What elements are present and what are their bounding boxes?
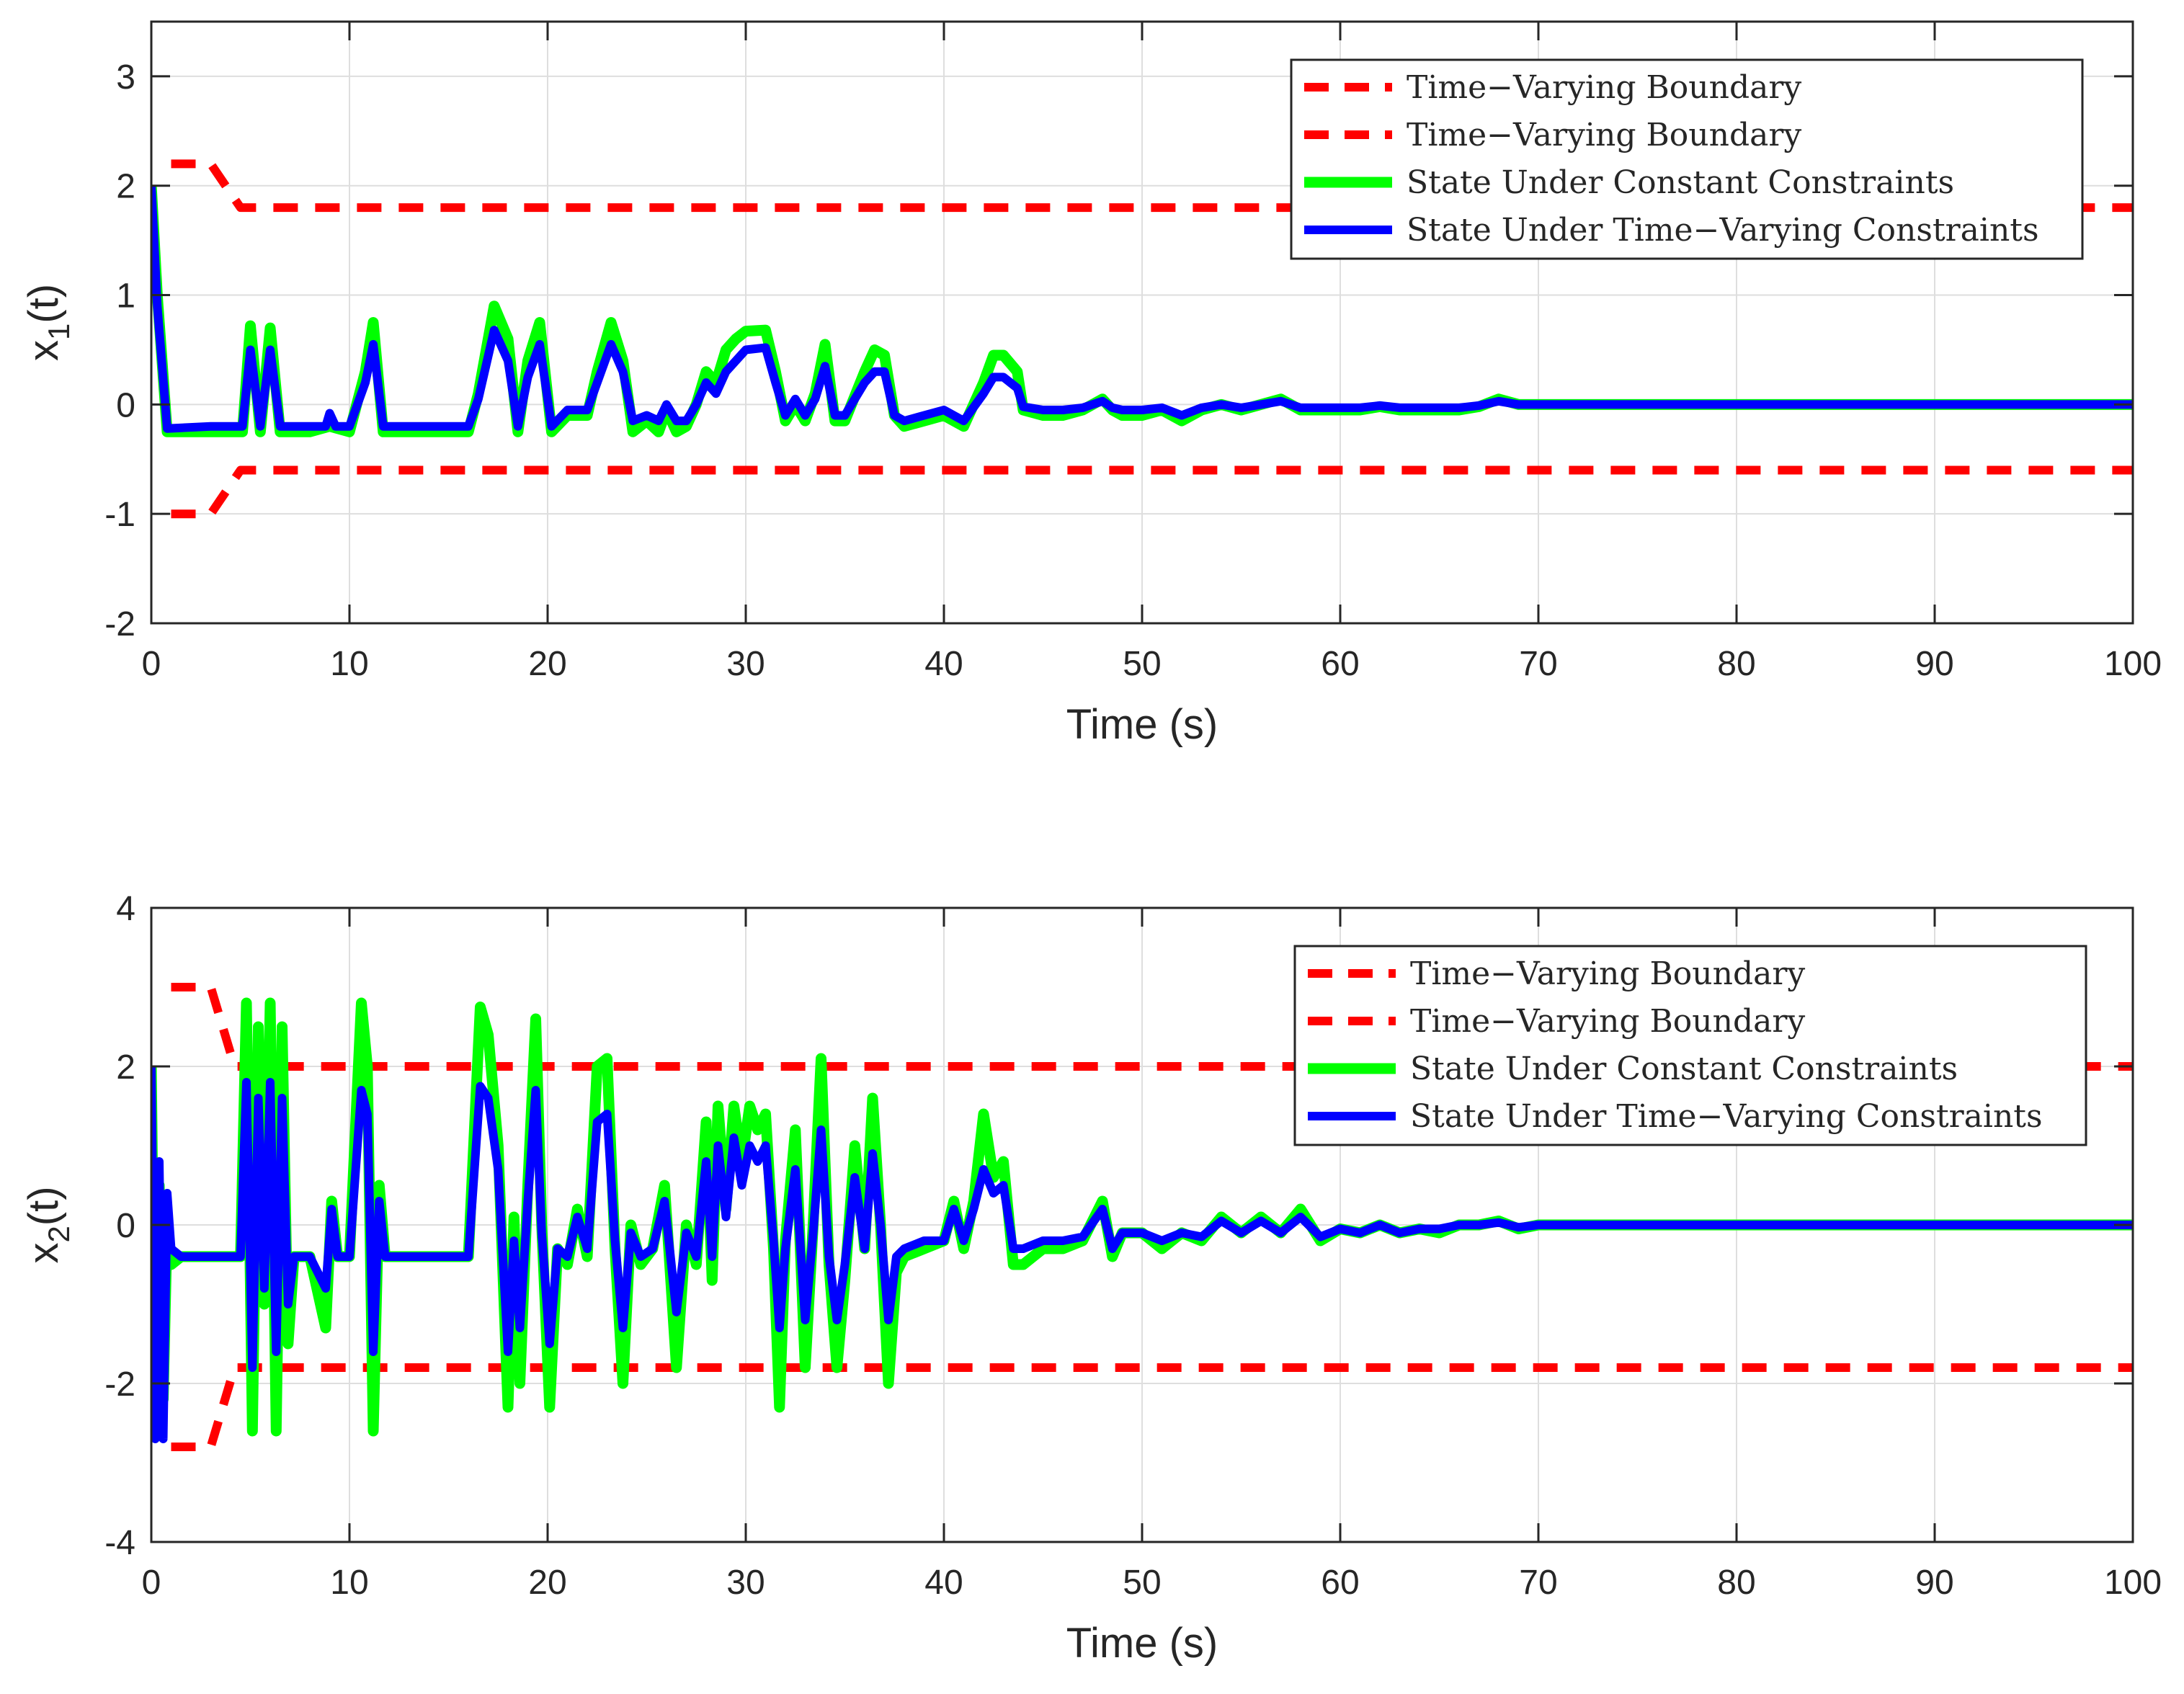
x-tick-label: 10 xyxy=(330,1564,368,1602)
x-tick-label: 30 xyxy=(726,645,765,683)
y-tick-label: 4 xyxy=(116,890,135,928)
legend-label-4: State Under Time−Varying Constraints xyxy=(1407,212,2039,249)
x-tick-label: 70 xyxy=(1519,645,1557,683)
x-tick-label: 90 xyxy=(1915,1564,1953,1602)
x-tick-label: 10 xyxy=(330,645,368,683)
legend-label-2: Time−Varying Boundary xyxy=(1407,117,1801,153)
legend-label-1: Time−Varying Boundary xyxy=(1407,69,1801,106)
y-tick-label: 3 xyxy=(116,58,135,97)
y-tick-label: -1 xyxy=(104,496,135,534)
x-axis-label: Time (s) xyxy=(1066,1620,1218,1667)
x-tick-label: 80 xyxy=(1717,1564,1755,1602)
y-axis-label: x1(t) xyxy=(20,284,76,361)
series-line-2 xyxy=(171,465,2133,519)
legend-label-3: State Under Constant Constraints xyxy=(1407,164,1954,201)
y-tick-label: 1 xyxy=(116,277,135,316)
x-tick-label: 50 xyxy=(1123,1564,1161,1602)
x-tick-label: 100 xyxy=(2104,1564,2162,1602)
series-line-1 xyxy=(171,983,2133,1071)
x-tick-label: 90 xyxy=(1915,645,1953,683)
y-tick-label: 2 xyxy=(116,1048,135,1087)
y-tick-label: 0 xyxy=(116,386,135,424)
y-tick-label: 2 xyxy=(116,168,135,206)
x-tick-label: 60 xyxy=(1321,1564,1359,1602)
legend-label-2: Time−Varying Boundary xyxy=(1410,1003,1805,1040)
series-line-4 xyxy=(151,185,2133,433)
x-tick-label: 20 xyxy=(528,1564,566,1602)
x-tick-label: 0 xyxy=(142,645,161,683)
legend-label-3: State Under Constant Constraints xyxy=(1410,1051,1958,1087)
y-axis-label-subscript: 1 xyxy=(42,324,76,340)
legend: Time−Varying Boundary Time−Varying Bounda… xyxy=(1290,58,2084,260)
y-tick-label: -2 xyxy=(104,605,135,643)
legend-box xyxy=(1293,945,2087,1146)
legend-label-4: State Under Time−Varying Constraints xyxy=(1410,1098,2043,1135)
x-tick-label: 20 xyxy=(528,645,566,683)
legend-label-1: Time−Varying Boundary xyxy=(1410,955,1805,992)
y-tick-label: 0 xyxy=(116,1207,135,1245)
y-axis-label-tail: (t) xyxy=(20,1186,67,1226)
x-tick-label: 40 xyxy=(924,645,963,683)
series-group xyxy=(151,159,2133,519)
series-group xyxy=(151,983,2133,1451)
series-line-4 xyxy=(151,1066,2133,1443)
legend: Time−Varying Boundary Time−Varying Bounda… xyxy=(1293,945,2087,1146)
y-axis-label-tail: (t) xyxy=(20,284,67,324)
series-line-1 xyxy=(171,159,2133,213)
x-tick-label: 60 xyxy=(1321,645,1359,683)
y-axis-label-main: x xyxy=(20,1243,67,1264)
x-tick-label: 0 xyxy=(142,1564,161,1602)
legend-box xyxy=(1290,58,2084,260)
x-tick-label: 80 xyxy=(1717,645,1755,683)
x-tick-label: 40 xyxy=(924,1564,963,1602)
x-tick-label: 100 xyxy=(2104,645,2162,683)
y-axis-label-main: x xyxy=(20,340,67,361)
y-axis-label-subscript: 2 xyxy=(42,1226,76,1242)
y-axis-label: x2(t) xyxy=(20,1186,76,1263)
x-tick-label: 30 xyxy=(726,1564,765,1602)
x-tick-label: 70 xyxy=(1519,1564,1557,1602)
x-axis-label: Time (s) xyxy=(1066,701,1218,748)
x-tick-label: 50 xyxy=(1123,645,1161,683)
series-line-2 xyxy=(171,1363,2133,1451)
y-tick-label: -4 xyxy=(104,1524,135,1562)
y-tick-label: -2 xyxy=(104,1365,135,1404)
